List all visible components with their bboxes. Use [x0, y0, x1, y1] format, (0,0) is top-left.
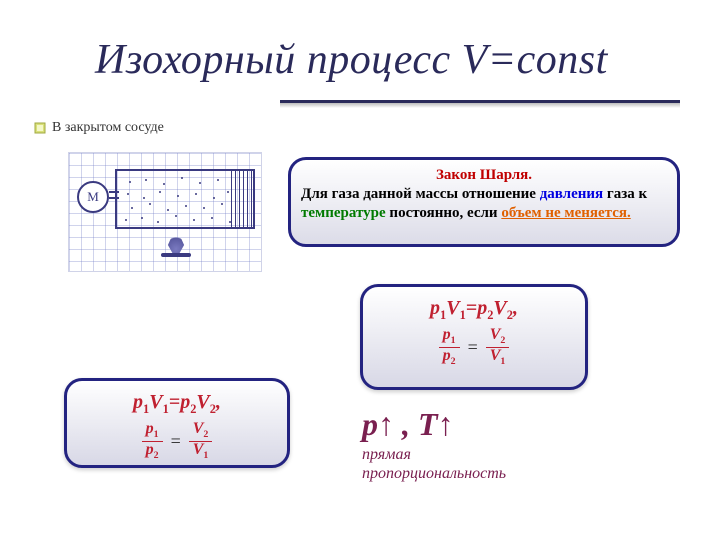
relation-symbols: p↑ , T↑ [362, 406, 506, 443]
formula-fraction: p1p2 = V2V1 [381, 327, 567, 367]
formula-line1: p1V1=p2V2, [381, 297, 567, 323]
gas-particles [119, 173, 233, 225]
formula-fraction-b: p1p2 = V2V1 [85, 421, 269, 461]
law-title: Закон Шарля. [301, 166, 667, 185]
title-rule-shadow [280, 103, 680, 108]
law-callout: Закон Шарля. Для газа данной массы отнош… [288, 157, 680, 247]
proportionality-note: p↑ , T↑ прямаяпропорциональность [362, 406, 506, 483]
subtitle-text: В закрытом сосуде [52, 120, 164, 136]
burner-icon [161, 233, 191, 259]
piston-hatch [231, 171, 253, 227]
formula-box-left: p1V1=p2V2, p1p2 = V2V1 [64, 378, 290, 468]
relation-text: прямаяпропорциональность [362, 445, 506, 483]
formula-box-right: p1V1=p2V2, p1p2 = V2V1 [360, 284, 588, 390]
formula-line1-b: p1V1=p2V2, [85, 391, 269, 417]
bullet-icon [34, 122, 46, 134]
apparatus-diagram: М [68, 152, 262, 272]
gas-cylinder [115, 169, 255, 229]
slide-title: Изохорный процесс V=const [95, 36, 608, 84]
law-body: Для газа данной массы отношение давления… [301, 185, 667, 223]
gauge-icon: М [77, 181, 109, 213]
